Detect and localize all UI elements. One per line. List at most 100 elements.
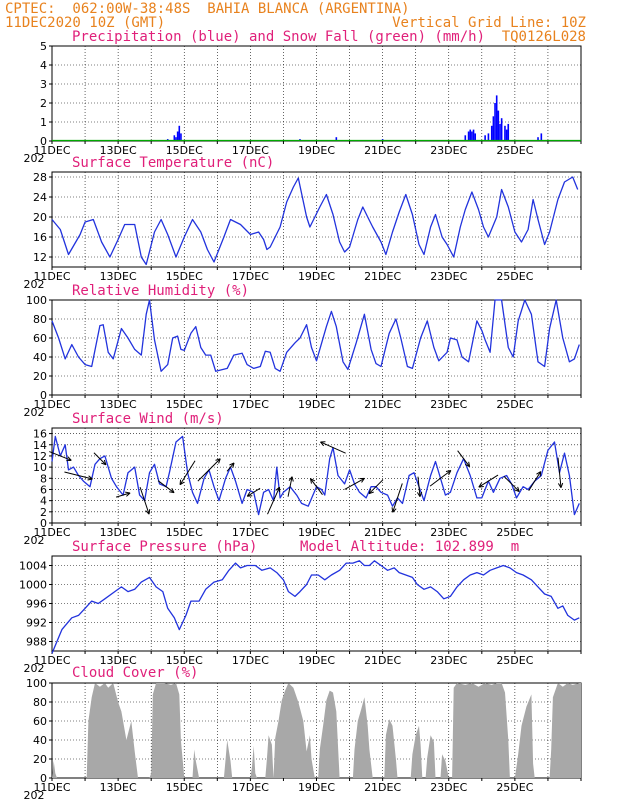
precip-bar xyxy=(335,137,338,141)
rh-xtick-label: 23DEC xyxy=(430,398,467,411)
wind-ytick-label: 12 xyxy=(33,450,47,463)
rh-panel: 0 20 40 60 80 100 11DEC 13DEC 15DEC 17DEC 19DEC 21D… xyxy=(24,294,582,419)
cloud-ytick-label: 60 xyxy=(33,715,47,728)
rh-ytick-label: 60 xyxy=(33,332,47,345)
wind-direction-arrow xyxy=(64,471,93,480)
pressure-year-fragment: 202 xyxy=(24,662,45,675)
temp-line xyxy=(51,176,579,266)
wind-xtick-label: 15DEC xyxy=(166,526,203,539)
precip-bar xyxy=(504,125,506,141)
pressure-ytick-label: 988 xyxy=(26,636,47,649)
wind-arrow-head xyxy=(246,491,253,497)
precip-bar xyxy=(467,131,470,141)
pressure-ytick-label: 992 xyxy=(26,617,47,630)
wind-frame xyxy=(51,427,582,524)
rh-frame xyxy=(51,299,582,396)
rh-xtick-label: 19DEC xyxy=(298,398,335,411)
precip-bar xyxy=(494,103,496,141)
cloud-xtick-label: 13DEC xyxy=(100,781,137,794)
wind-direction-arrow xyxy=(115,492,131,498)
wind-direction-arrow xyxy=(49,451,72,461)
wind-arrow-head xyxy=(215,458,221,464)
wind-direction-arrow xyxy=(267,486,280,515)
precip-bar xyxy=(175,137,177,141)
precip-bar xyxy=(537,137,539,141)
wind-ytick-label: 16 xyxy=(33,428,47,441)
wind-direction-arrow xyxy=(417,476,421,497)
wind-arrow-head xyxy=(445,470,452,476)
precip-xtick-label: 25DEC xyxy=(496,144,533,157)
pressure-ytick-label: 1000 xyxy=(19,579,47,592)
cloud-xtick-label: 25DEC xyxy=(496,781,533,794)
wind-xtick-label: 11DEC xyxy=(33,526,70,539)
wind-arrow-head xyxy=(66,456,72,462)
wind-arrow-head xyxy=(536,471,542,477)
precip-bar xyxy=(540,133,543,141)
precip-bar xyxy=(472,129,475,141)
pressure-xtick-label: 25DEC xyxy=(496,654,533,667)
pressure-ytick-label: 1004 xyxy=(19,560,47,573)
wind-direction-arrow xyxy=(392,483,403,513)
pressure-line xyxy=(51,560,580,654)
rh-xtick-label: 21DEC xyxy=(364,398,401,411)
wind-direction-arrow xyxy=(287,476,293,497)
pressure-altitude-note: Model Altitude: 102.899 m xyxy=(300,539,520,555)
wind-arrow-head xyxy=(557,482,564,488)
temp-ytick-label: 20 xyxy=(33,211,47,224)
precip-bar xyxy=(490,125,493,141)
rh-line xyxy=(51,299,580,372)
temp-panel: 12 16 20 24 28 11DEC 13DEC 15DEC 17DEC 19DEC 21DEC… xyxy=(24,171,582,291)
temp-xtick-label: 19DEC xyxy=(298,270,335,283)
precip-bar xyxy=(469,129,472,141)
cloud-xtick-label: 17DEC xyxy=(232,781,269,794)
wind-direction-arrow xyxy=(503,475,520,492)
precip-ytick-label: 2 xyxy=(40,97,47,110)
precip-xtick-label: 11DEC xyxy=(33,144,70,157)
temp-ytick-label: 12 xyxy=(33,251,47,264)
precip-ytick-label: 5 xyxy=(40,40,47,53)
wind-direction-arrow xyxy=(247,487,261,497)
wind-direction-arrow xyxy=(226,462,235,472)
precip-title: Precipitation (blue) and Snow Fall (gree… xyxy=(72,29,486,45)
pressure-xtick-label: 21DEC xyxy=(364,654,401,667)
wind-xtick-label: 21DEC xyxy=(364,526,401,539)
temp-xtick-label: 25DEC xyxy=(496,270,533,283)
rh-ytick-label: 0 xyxy=(40,389,47,402)
rh-xtick-label: 13DEC xyxy=(100,398,137,411)
rh-ytick-label: 80 xyxy=(33,313,47,326)
pressure-ytick-label: 996 xyxy=(26,598,47,611)
rh-xtick-label: 11DEC xyxy=(33,398,70,411)
wind-arrow-head xyxy=(125,491,131,497)
wind-arrow-head xyxy=(229,462,235,468)
wind-arrow-head xyxy=(416,491,423,497)
precip-bar xyxy=(507,123,510,141)
precip-bar xyxy=(499,123,501,141)
wind-ytick-label: 8 xyxy=(40,472,47,485)
temp-xtick-label: 21DEC xyxy=(364,270,401,283)
wind-year-fragment: 202 xyxy=(24,534,45,547)
header-model-code: TQ0126L028 xyxy=(501,29,586,45)
precip-bar xyxy=(500,118,503,141)
precip-bar xyxy=(505,129,508,141)
wind-arrow-head xyxy=(391,507,397,513)
precip-ytick-label: 4 xyxy=(40,59,47,72)
wind-line xyxy=(51,435,580,516)
wind-xtick-label: 13DEC xyxy=(100,526,137,539)
cloud-xtick-label: 11DEC xyxy=(33,781,70,794)
temp-xtick-label: 13DEC xyxy=(100,270,137,283)
wind-arrow-head xyxy=(320,441,326,447)
wind-direction-arrow xyxy=(320,441,346,454)
precip-year-fragment: 202 xyxy=(24,152,45,165)
temp-xtick-label: 17DEC xyxy=(232,270,269,283)
precip-xtick-label: 19DEC xyxy=(298,144,335,157)
header-run-date: 11DEC2020 10Z (GMT) xyxy=(5,15,166,31)
cloud-year-fragment: 202 xyxy=(24,789,45,800)
header-grid-note: Vertical Grid Line: 10Z xyxy=(392,15,586,31)
cloud-xtick-label: 15DEC xyxy=(166,781,203,794)
cloud-xtick-label: 21DEC xyxy=(364,781,401,794)
wind-xtick-label: 25DEC xyxy=(496,526,533,539)
wind-arrow-head xyxy=(368,488,374,495)
temp-xtick-label: 23DEC xyxy=(430,270,467,283)
wind-xtick-label: 19DEC xyxy=(298,526,335,539)
wind-ytick-label: 2 xyxy=(40,506,47,519)
